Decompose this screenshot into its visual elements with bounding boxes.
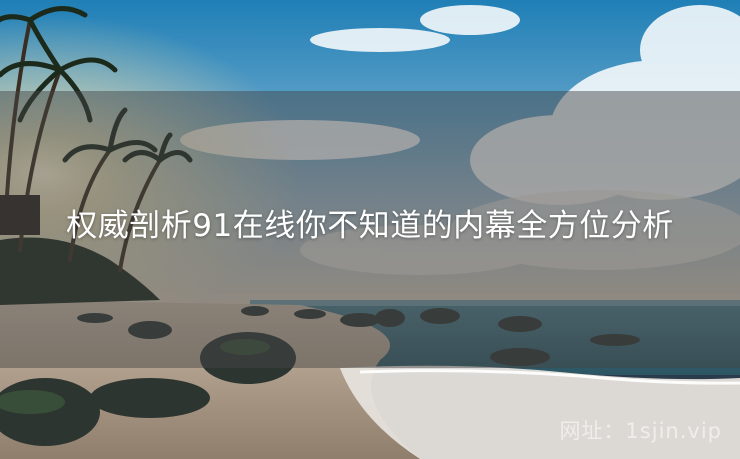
watermark: 网址：1sjin.vip [559,419,722,443]
article-title: 权威剖析91在线你不知道的内幕全方位分析 [66,207,674,244]
title-overlay: 权威剖析91在线你不知道的内幕全方位分析 [0,91,740,368]
